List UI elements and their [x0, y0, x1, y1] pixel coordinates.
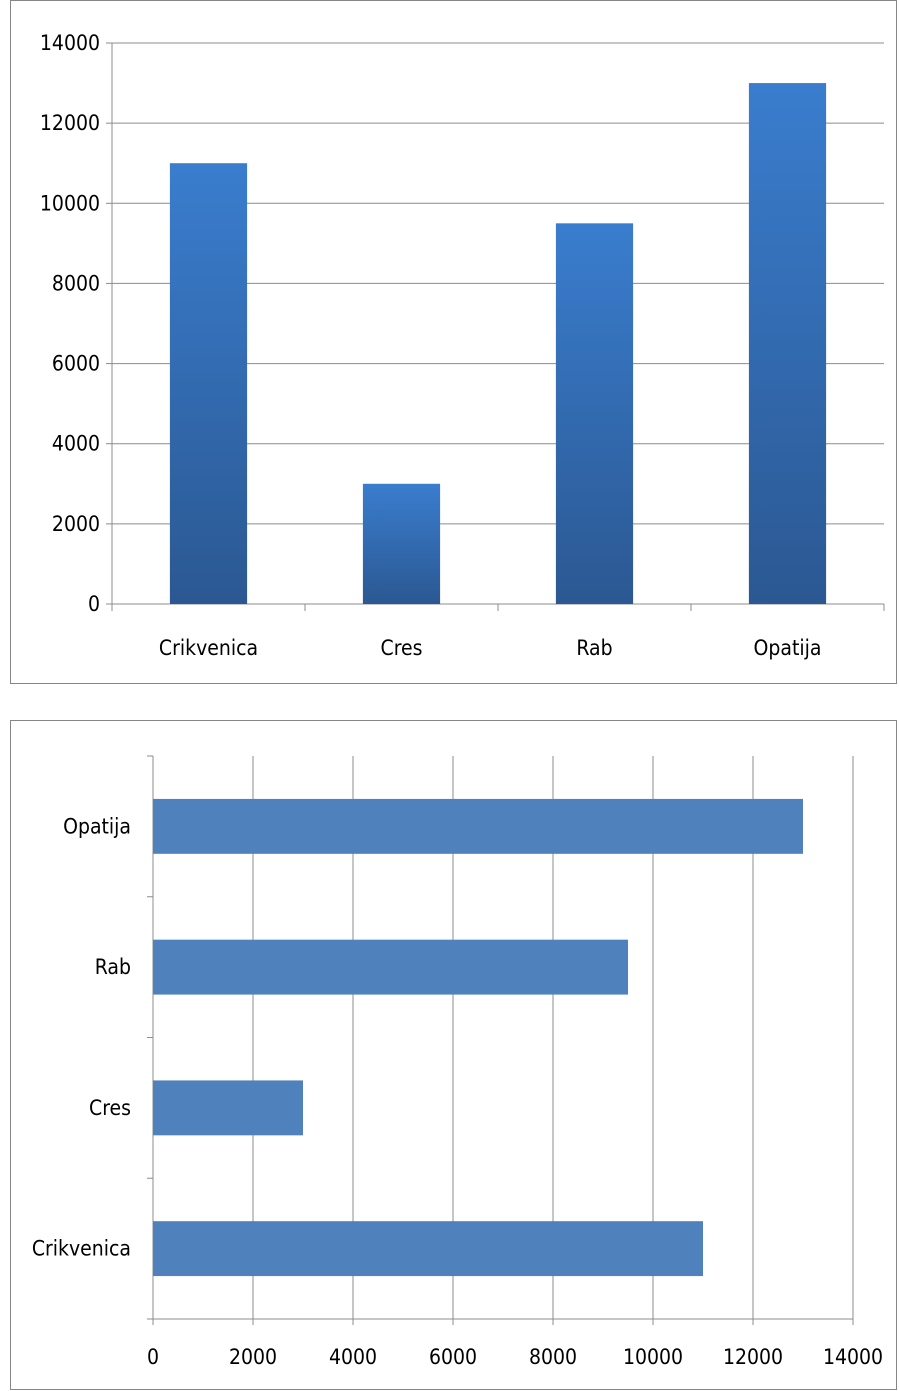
y-tick-label: 2000 [52, 512, 100, 536]
vertical-bar-chart-panel: 0 2000 4000 6000 8000 10000 12000 14000 Crikveni… [10, 0, 897, 684]
x-tick-label: Crikvenica [159, 636, 258, 660]
horizontal-bar-chart-panel: 0 2000 4000 6000 8000 10000 12000 14000 Crikveni… [10, 720, 897, 1390]
x-tick-label: Rab [576, 636, 612, 660]
x-tick-label: Opatija [754, 636, 822, 660]
y-tick-label: 0 [88, 592, 100, 616]
y-tick-label: Crikvenica [32, 1237, 131, 1261]
x-tick-label: 8000 [529, 1345, 577, 1369]
bar-crikvenica [153, 1221, 703, 1277]
y-tick-label: 10000 [40, 191, 100, 215]
x-tick-label: Cres [381, 636, 423, 660]
y-tick-label: 8000 [52, 271, 100, 295]
y-tick-label: Cres [89, 1096, 131, 1120]
y-tick-label: Opatija [63, 814, 131, 838]
y-tick-label: 14000 [40, 31, 100, 55]
bar-rab [153, 939, 628, 995]
x-tick-label: 0 [147, 1345, 159, 1369]
bar-cres [362, 483, 441, 604]
x-tick-label: 14000 [823, 1345, 883, 1369]
bar-opatija [748, 83, 827, 605]
x-tick-label: 2000 [229, 1345, 277, 1369]
bar-opatija [153, 798, 803, 854]
vertical-bar-chart: 0 2000 4000 6000 8000 10000 12000 14000 Crikveni… [40, 31, 885, 660]
x-tick-label: 6000 [429, 1345, 477, 1369]
bar-rab [555, 223, 634, 605]
y-tick-label: 4000 [52, 432, 100, 456]
bar-cres [153, 1080, 303, 1136]
x-tick-label: 12000 [723, 1345, 783, 1369]
horizontal-bar-chart: 0 2000 4000 6000 8000 10000 12000 14000 Crikveni… [32, 755, 883, 1369]
x-tick-label: 4000 [329, 1345, 377, 1369]
y-tick-label: 6000 [52, 352, 100, 376]
y-tick-label: 12000 [40, 111, 100, 135]
x-tick-label: 10000 [623, 1345, 683, 1369]
bar-crikvenica [169, 163, 248, 604]
y-tick-label: Rab [95, 955, 131, 979]
